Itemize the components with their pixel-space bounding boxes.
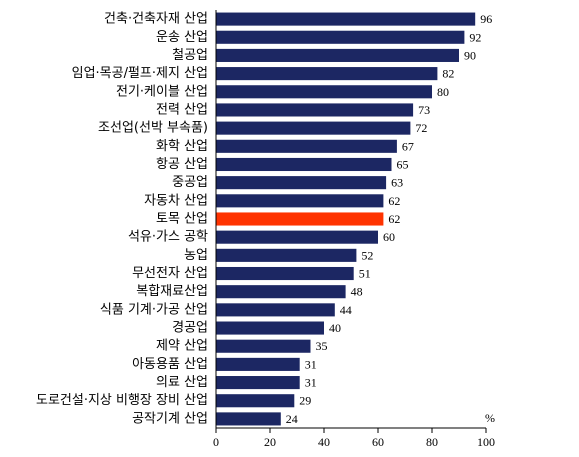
category-label: 경공업 <box>172 321 208 336</box>
category-label: 도로건설·지상 비행장 장비 산업 <box>36 392 208 408</box>
value-label: 60 <box>383 230 395 244</box>
category-label: 자동차 산업 <box>144 193 208 208</box>
category-label: 전력 산업 <box>156 102 208 117</box>
category-label: 토목 산업 <box>156 212 208 227</box>
category-label: 화학 산업 <box>156 139 208 154</box>
category-label: 복합재료산업 <box>136 284 208 299</box>
value-label: 29 <box>299 394 311 408</box>
value-label: 52 <box>361 248 373 262</box>
bar <box>216 194 384 208</box>
value-label: 51 <box>359 267 371 281</box>
bar <box>216 412 281 426</box>
value-label: 24 <box>286 412 298 426</box>
bar <box>216 157 392 172</box>
value-label: 72 <box>415 121 427 135</box>
value-label: 73 <box>418 103 430 117</box>
bar <box>216 230 378 244</box>
value-label: 63 <box>391 176 403 190</box>
value-label: 35 <box>316 339 328 353</box>
value-label: 92 <box>469 30 481 44</box>
category-label: 석유·가스 공학 <box>128 230 208 245</box>
category-label: 조선업(선박 부속품) <box>98 121 208 136</box>
bar <box>216 266 354 281</box>
x-tick-label: 60 <box>372 435 384 449</box>
bar <box>216 103 414 117</box>
value-label: 80 <box>437 85 449 99</box>
category-label: 중공업 <box>172 175 208 190</box>
bar <box>216 357 300 371</box>
bar <box>216 176 387 190</box>
value-label: 40 <box>329 321 341 335</box>
bar <box>216 48 459 62</box>
bar <box>216 321 324 335</box>
value-label: 96 <box>480 12 492 26</box>
value-label: 67 <box>402 139 414 153</box>
value-label: 44 <box>340 303 352 317</box>
x-tick-label: 0 <box>213 435 219 449</box>
bar <box>216 121 411 135</box>
category-label: 의료 산업 <box>156 375 208 390</box>
category-label: 아동용품 산업 <box>132 357 208 372</box>
bar <box>216 376 300 390</box>
bar <box>216 303 335 317</box>
category-label: 건축·건축자재 산업 <box>104 12 208 27</box>
bar <box>216 12 476 26</box>
unit-label: % <box>485 411 495 425</box>
value-label: 31 <box>305 376 317 390</box>
bars-group <box>216 12 476 426</box>
bar <box>216 285 346 299</box>
value-label: 90 <box>464 48 476 62</box>
category-label: 철공업 <box>172 48 208 63</box>
x-tick-label: 20 <box>264 435 276 449</box>
x-tick-label: 100 <box>477 435 495 449</box>
category-label: 농업 <box>184 248 208 263</box>
value-label: 82 <box>442 67 454 81</box>
category-label: 공작기계 산업 <box>132 411 208 426</box>
bar <box>216 339 311 353</box>
x-axis <box>215 10 486 429</box>
value-label: 62 <box>388 212 400 226</box>
x-tick-label: 80 <box>426 435 438 449</box>
category-label: 무선전자 산업 <box>132 266 208 281</box>
value-label: 65 <box>397 157 409 171</box>
value-label: 31 <box>305 357 317 371</box>
category-label: 항공 산업 <box>156 157 208 172</box>
x-tick-label: 40 <box>318 435 330 449</box>
category-label: 전기·케이블 산업 <box>116 84 208 99</box>
value-label: 62 <box>388 194 400 208</box>
category-label: 운송 산업 <box>156 30 208 45</box>
category-label: 식품 기계·가공 산업 <box>100 302 208 317</box>
value-label: 48 <box>351 285 363 299</box>
bar <box>216 394 295 408</box>
category-label: 제약 산업 <box>156 339 208 354</box>
bar <box>216 67 438 81</box>
bar <box>216 30 465 44</box>
bar <box>216 139 397 153</box>
category-label: 임업·목공/펄프·제지 산업 <box>72 66 208 81</box>
bar <box>216 85 432 99</box>
bar <box>216 248 357 262</box>
bar <box>216 212 384 226</box>
x-ticks-group: 0 20 40 60 80 100 <box>213 428 495 449</box>
